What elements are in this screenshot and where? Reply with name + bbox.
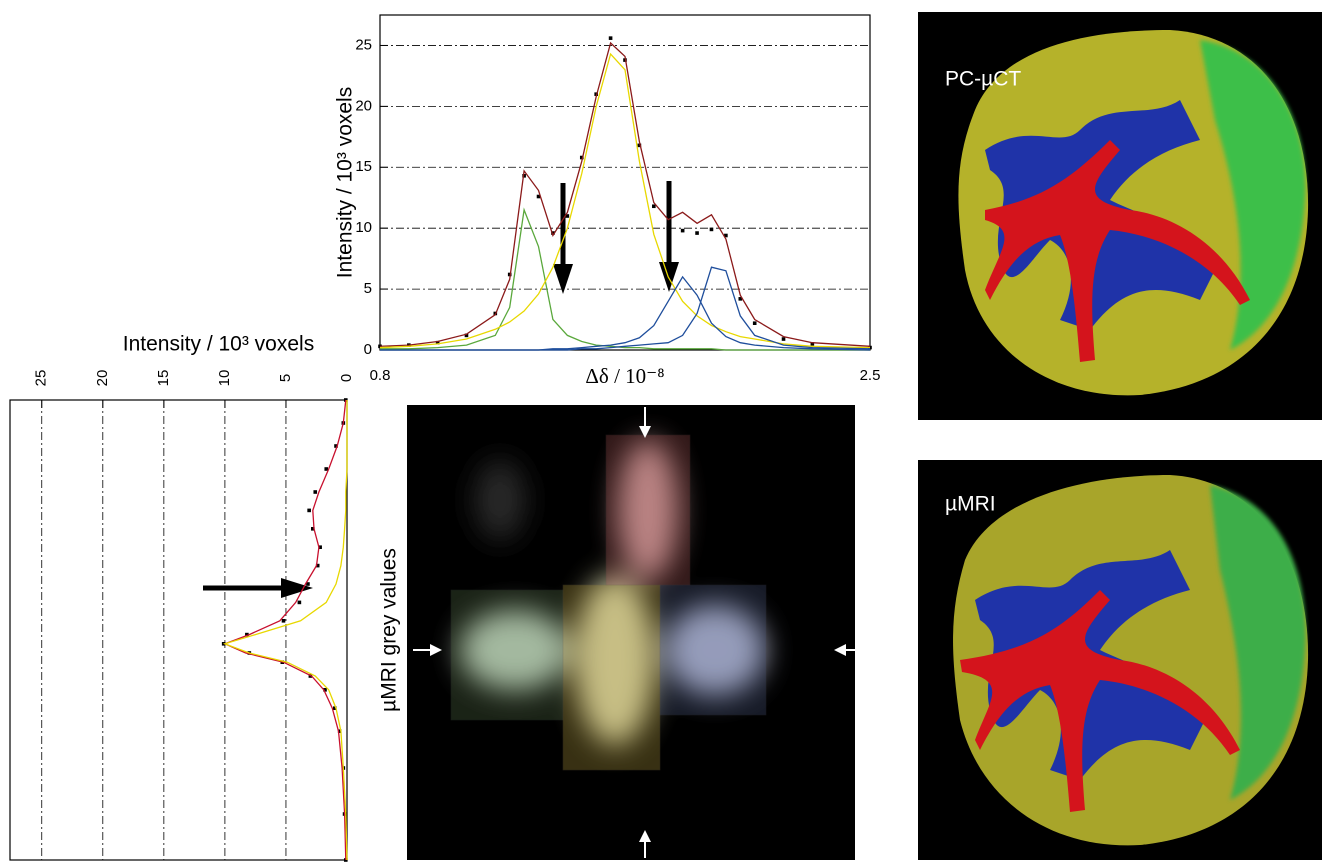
x-tick-label: 2.5 bbox=[860, 367, 881, 384]
series-line bbox=[380, 207, 870, 351]
y-axis-label: Intensity / 10³ voxels bbox=[334, 87, 357, 278]
data-point bbox=[551, 231, 555, 235]
y-tick-label: 20 bbox=[355, 97, 372, 114]
data-point bbox=[332, 706, 337, 710]
data-point bbox=[781, 337, 786, 341]
data-point bbox=[738, 297, 743, 301]
data-point bbox=[724, 233, 728, 238]
image-label: PC-µCT bbox=[945, 68, 1021, 91]
y-tick-label: 5 bbox=[364, 280, 372, 297]
data-point bbox=[334, 444, 338, 448]
data-point bbox=[594, 92, 598, 96]
y-tick-label: 10 bbox=[355, 219, 372, 236]
y-tick-label: 25 bbox=[33, 370, 50, 387]
data-point bbox=[435, 340, 440, 345]
data-point bbox=[307, 508, 311, 513]
image-label: µMRI bbox=[945, 493, 996, 516]
y-tick-label: 0 bbox=[338, 374, 355, 382]
y-tick-label: 20 bbox=[94, 370, 111, 387]
axis-label: µMRI grey values bbox=[378, 548, 401, 712]
data-point bbox=[752, 321, 757, 325]
data-point bbox=[313, 490, 318, 494]
data-point bbox=[306, 582, 310, 586]
data-point bbox=[536, 194, 541, 199]
data-point bbox=[337, 729, 342, 733]
data-point bbox=[281, 619, 286, 623]
data-point bbox=[666, 226, 671, 230]
data-point bbox=[637, 143, 642, 148]
image-mri bbox=[918, 460, 1322, 860]
data-point bbox=[245, 632, 249, 637]
data-point bbox=[565, 214, 570, 218]
y-tick-label: 15 bbox=[155, 370, 172, 387]
data-point bbox=[522, 174, 526, 178]
data-point bbox=[315, 563, 320, 568]
data-point bbox=[608, 36, 613, 40]
data-point bbox=[318, 545, 322, 549]
x-axis-label: Δδ / 10⁻⁸ bbox=[585, 364, 664, 388]
plot-frame bbox=[379, 14, 871, 351]
histogram-2d bbox=[407, 405, 868, 860]
data-point bbox=[324, 467, 329, 471]
y-tick-label: 0 bbox=[364, 341, 372, 358]
data-point bbox=[810, 342, 815, 346]
series-line bbox=[222, 400, 348, 861]
data-point bbox=[652, 204, 656, 209]
series-line bbox=[223, 399, 347, 861]
plot-frame bbox=[9, 399, 348, 861]
y-tick-label: 25 bbox=[355, 36, 372, 53]
image-pc-ct bbox=[918, 12, 1322, 420]
data-point bbox=[323, 688, 327, 692]
data-point bbox=[579, 155, 584, 160]
y-axis-label: Intensity / 10³ voxels bbox=[123, 333, 314, 356]
data-point bbox=[297, 600, 302, 605]
data-point bbox=[311, 527, 315, 531]
series-line bbox=[379, 52, 871, 349]
data-point bbox=[695, 231, 699, 235]
arrows bbox=[203, 181, 679, 598]
series-line bbox=[379, 41, 871, 347]
data-point bbox=[709, 227, 714, 232]
y-tick-label: 10 bbox=[216, 370, 233, 387]
data-point bbox=[378, 344, 382, 349]
y-tick-label: 5 bbox=[277, 374, 294, 382]
data-point bbox=[680, 228, 685, 233]
series-line bbox=[380, 266, 871, 351]
y-tick-label: 15 bbox=[355, 158, 372, 175]
x-tick-label: 0.8 bbox=[370, 367, 391, 384]
data-point bbox=[464, 333, 469, 338]
